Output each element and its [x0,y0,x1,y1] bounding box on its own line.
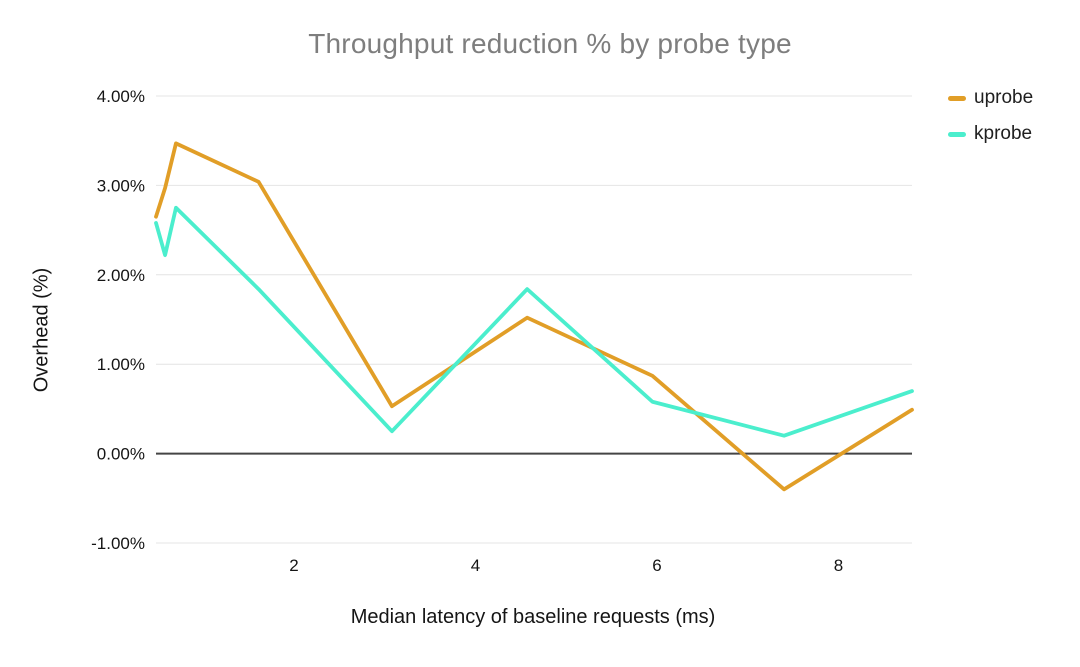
y-tick-label: 3.00% [97,176,145,195]
x-tick-label: 8 [834,556,843,575]
uprobe-swatch-icon [948,95,966,101]
x-tick-label: 4 [471,556,480,575]
y-tick-label: 4.00% [97,87,145,106]
uprobe-line [154,141,914,492]
x-axis-title: Median latency of baseline requests (ms) [350,606,716,628]
kprobe-swatch-icon [948,131,966,137]
x-tick-label: 2 [289,556,298,575]
chart-title: Throughput reduction % by probe type [308,28,792,59]
legend-label: kprobe [974,123,1033,144]
y-tick-label: 1.00% [97,355,145,374]
legend-item-kprobe: kprobe [948,122,1033,146]
legend: uprobe kprobe [948,86,1033,158]
y-tick-label: -1.00% [91,534,145,553]
kprobe-line [154,205,914,438]
legend-item-uprobe: uprobe [948,86,1033,110]
y-tick-label: 2.00% [97,266,145,285]
x-tick-label: 6 [652,556,661,575]
y-tick-label: 0.00% [97,445,145,464]
legend-label: uprobe [974,87,1034,108]
